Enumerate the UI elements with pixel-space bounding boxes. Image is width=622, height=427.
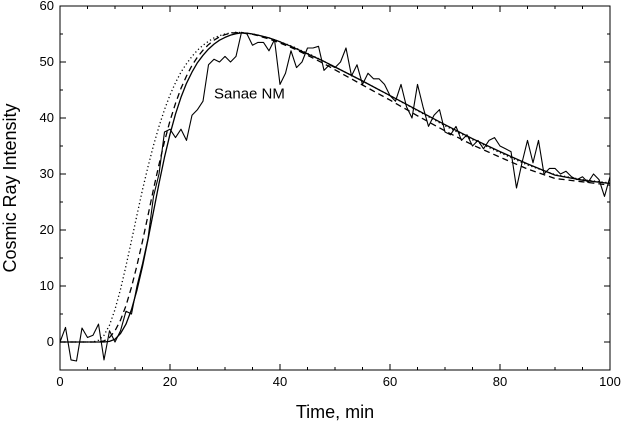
plot-frame [59,5,611,371]
x-tick-label: 20 [163,374,177,389]
series-line-1-solid-observed [59,31,611,362]
x-tick-label: 40 [273,374,287,389]
y-tick-label: 50 [40,54,54,69]
x-tick-label: 80 [493,374,507,389]
series-layer [59,31,611,362]
axis-ticks [59,5,611,371]
x-axis-title: Time, min [296,402,374,422]
series-line-3-dashed-fit [60,31,611,343]
y-tick-label: 20 [40,222,54,237]
annotation-label: Sanae NM [214,85,285,102]
y-axis-title: Cosmic Ray Intensity [0,103,20,272]
y-tick-label: 40 [40,110,54,125]
x-tick-label: 0 [56,374,63,389]
series-line-2-solid-fit [60,32,611,343]
x-tick-label: 60 [383,374,397,389]
x-tick-label: 100 [599,374,621,389]
y-tick-label: 10 [40,278,54,293]
text-layer: 0 20 40 60 80 100 0 10 20 30 40 50 60 Sanae NM [40,0,621,389]
y-tick-label: 30 [40,166,54,181]
series-line-4-dotted-fit [60,31,611,343]
y-tick-label: 60 [40,0,54,13]
y-tick-label: 0 [47,334,54,349]
